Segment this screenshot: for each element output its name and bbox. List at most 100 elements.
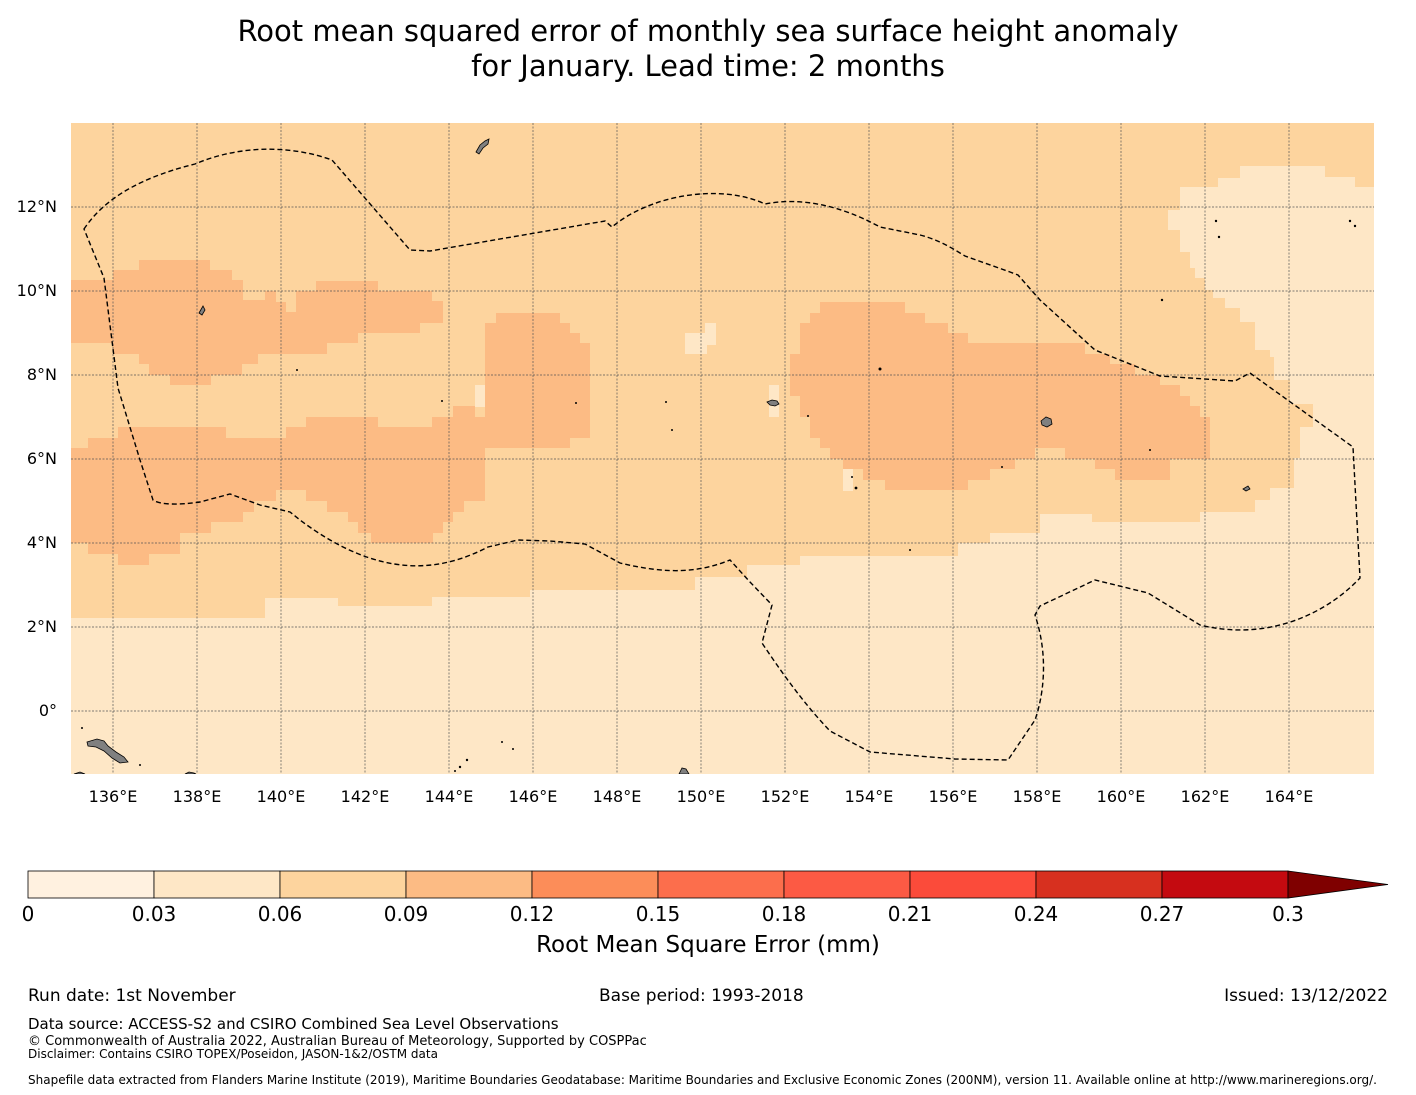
colorbar-tick: 0.27 [1139,902,1185,926]
lon-tick-label: 164°E [1265,787,1314,806]
colorbar-tick: 0.06 [257,902,303,926]
lon-tick-label: 158°E [1013,787,1062,806]
lon-tick-labels: 136°E 138°E 140°E 142°E 144°E 146°E 148°… [89,787,1314,806]
eez-boundary [83,148,1361,761]
lon-tick-label: 152°E [761,787,810,806]
lat-tick-label: 12°N [17,197,57,216]
lon-tick-label: 142°E [341,787,390,806]
field-low-south [71,166,1374,774]
colorbar-segment [783,870,911,899]
island-kosrae [1242,485,1251,492]
atoll-dot [458,765,462,769]
atoll-dot [1149,449,1151,451]
atoll-dot [501,741,503,743]
atoll-dot [1001,466,1003,468]
colorbar-tick: 0.12 [509,902,555,926]
atoll-dot [296,369,298,371]
field-high-west [71,406,485,565]
base-period: Base period: 1993-2018 [599,986,804,1006]
land-masses [73,138,1251,774]
colorbar [27,870,1389,899]
map-title: Root mean squared error of monthly sea s… [0,14,1416,84]
field-low-patch [1347,323,1361,344]
colorbar-tick: 0.3 [1272,902,1304,926]
title-line-1: Root mean squared error of monthly sea s… [237,14,1179,48]
lat-tick-label: 2°N [27,617,57,636]
atoll-dot [851,476,853,478]
atoll-dot [1160,298,1164,302]
atoll-dot [81,727,83,729]
atoll-dot [575,402,577,404]
lon-tick-label: 144°E [425,787,474,806]
colorbar-segment [27,870,155,899]
atoll-dot [139,764,141,766]
island-nw-coast [73,771,86,774]
colorbar-tick: 0.18 [761,902,807,926]
atoll-dot [1353,224,1357,228]
lat-tick-label: 6°N [27,449,57,468]
atoll-dot [854,486,858,490]
field-low-patch [843,469,853,491]
colorbar-segment [153,870,281,899]
atoll-dot [465,758,469,762]
lat-tick-label: 0° [39,701,57,720]
atoll-dot [454,770,456,772]
atoll-dot [807,415,809,417]
island-palau [86,738,129,764]
colorbar-tick: 0.03 [131,902,177,926]
lon-tick-label: 136°E [89,787,138,806]
atoll-dot [1348,219,1352,223]
colorbar-segment [909,870,1037,899]
field-low-patch [475,385,485,407]
atoll-dot [878,367,882,371]
colorbar-segment [531,870,659,899]
island-manus [184,771,197,774]
colorbar-title: Root Mean Square Error (mm) [536,932,880,958]
colorbar-segment [657,870,785,899]
island-chuuk [766,399,780,407]
colorbar-tick: 0.24 [1013,902,1059,926]
colorbar-tick: 0.09 [383,902,429,926]
atoll-dot [1217,235,1221,239]
shapefile-credit: Shapefile data extracted from Flanders M… [28,1073,1377,1087]
field-high-east [790,302,1210,490]
copyright: © Commonwealth of Australia 2022, Austra… [28,1034,647,1049]
lon-tick-label: 154°E [845,787,894,806]
colorbar-tick: 0.21 [887,902,933,926]
colorbar-segment [1161,870,1289,899]
atoll-dot [665,401,667,403]
lon-tick-label: 162°E [1181,787,1230,806]
island-new-guinea [678,767,690,774]
field-high-central [485,313,590,448]
lon-tick-label: 138°E [173,787,222,806]
title-line-2: for January. Lead time: 2 months [471,49,945,83]
field-low-patch [1360,333,1374,344]
atoll-dot [512,748,514,750]
lon-tick-label: 156°E [929,787,978,806]
colorbar-tick: 0.15 [635,902,681,926]
colorbar-segment [1035,870,1163,899]
lon-tick-label: 148°E [593,787,642,806]
atoll-dot [441,400,443,402]
field-low-patch [685,333,707,354]
disclaimer: Disclaimer: Contains CSIRO TOPEX/Poseido… [28,1047,438,1061]
island-pohnpei [1040,416,1053,428]
atolls [81,219,1357,772]
lat-tick-labels: 12°N 10°N 8°N 6°N 4°N 2°N 0° [17,197,57,720]
colorbar-segment [279,870,407,899]
lat-tick-label: 10°N [17,281,57,300]
lon-tick-label: 150°E [677,787,726,806]
lat-tick-label: 4°N [27,533,57,552]
lon-tick-label: 140°E [257,787,306,806]
run-date: Run date: 1st November [28,986,236,1006]
atoll-dot [1214,219,1218,223]
island-guam [475,138,490,155]
rmse-field [71,123,1374,774]
lat-tick-label: 8°N [27,365,57,384]
colorbar-tick: 0 [21,902,35,926]
issued-date: Issued: 13/12/2022 [1224,986,1388,1006]
lon-tick-label: 146°E [509,787,558,806]
colorbar-extend-arrow [1287,870,1389,899]
colorbar-segment [405,870,533,899]
